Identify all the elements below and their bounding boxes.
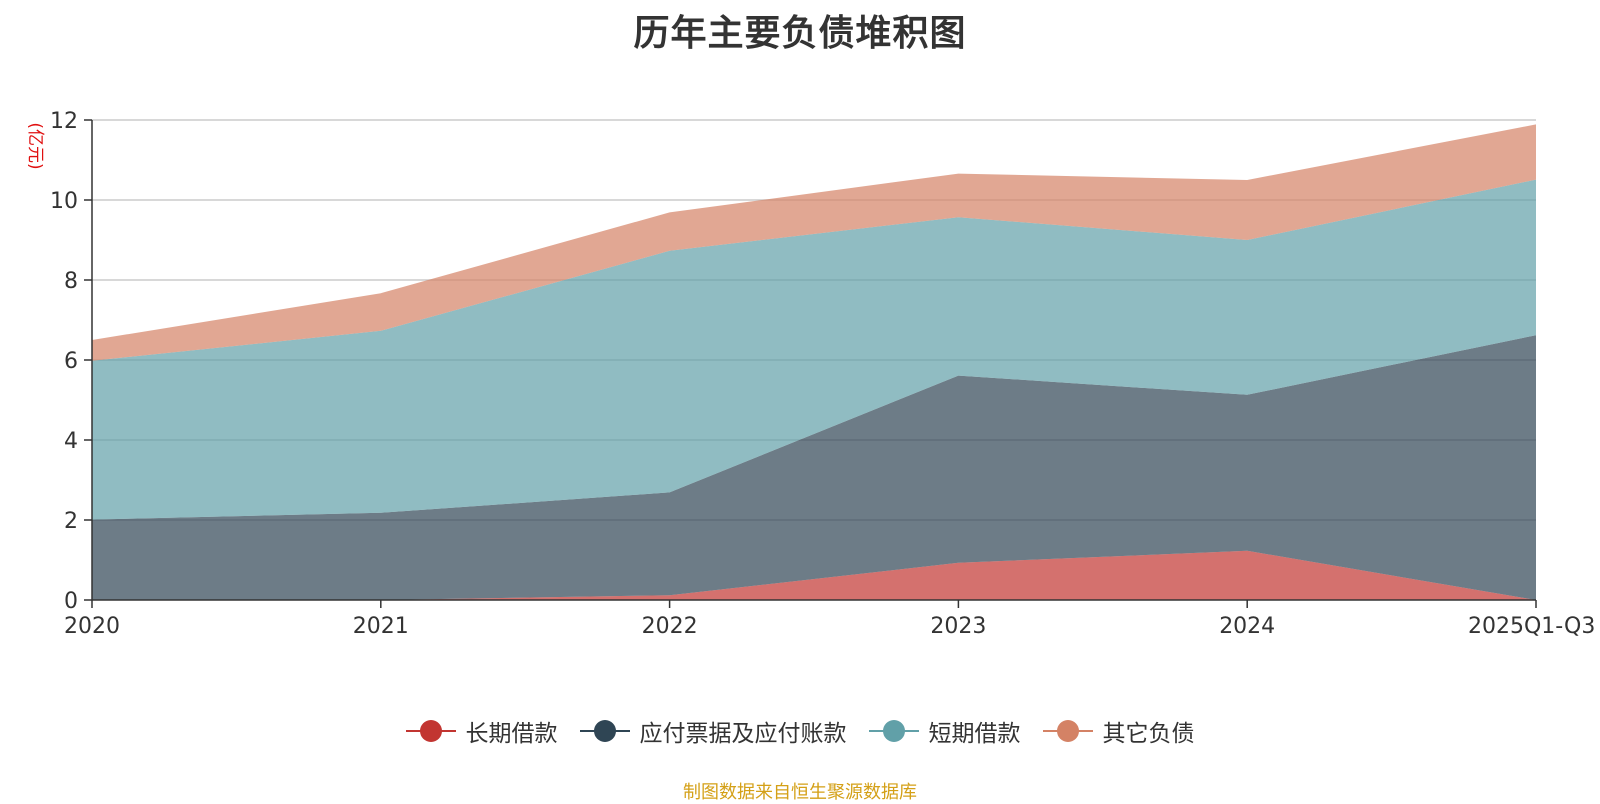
x-tick-label: 2022 <box>642 614 698 639</box>
legend-marker-dot <box>419 720 442 742</box>
area-series-3 <box>92 179 1536 520</box>
legend-marker-dot <box>1056 720 1079 742</box>
legend-item[interactable]: 长期借款 <box>405 714 558 748</box>
area-series-4 <box>92 124 1536 361</box>
legend-label: 长期借款 <box>465 721 558 747</box>
y-tick-label: 4 <box>64 429 78 454</box>
legend-marker-dot <box>593 720 616 742</box>
x-tick-label: 2023 <box>930 614 986 639</box>
chart-title: 历年主要负债堆积图 <box>633 13 967 54</box>
legend-item[interactable]: 其它负债 <box>1042 714 1195 748</box>
y-tick-label: 2 <box>64 509 78 534</box>
x-tick-label: 2021 <box>353 614 409 639</box>
area-series-1 <box>92 550 1536 600</box>
legend-marker-icon <box>405 720 456 742</box>
y-tick-label: 8 <box>64 269 78 294</box>
legend-item[interactable]: 短期借款 <box>868 714 1021 748</box>
area-series-2 <box>92 335 1536 600</box>
legend-item[interactable]: 应付票据及应付账款 <box>579 714 847 748</box>
legend-marker-icon <box>579 720 630 742</box>
source-footer: 制图数据来自恒生聚源数据库 <box>683 782 917 803</box>
legend-marker-icon <box>1042 720 1093 742</box>
y-axis-unit-label: (亿元) <box>25 122 45 169</box>
y-tick-label: 12 <box>50 109 78 134</box>
legend-label: 短期借款 <box>928 721 1021 747</box>
y-tick-label: 0 <box>64 589 78 614</box>
x-tick-label: 2024 <box>1219 614 1275 639</box>
axis-layer: 0 2 4 6 8 10 12(亿元) 2020 2021 2022 2023 2024 2025Q1-… <box>25 109 1595 639</box>
area-layer <box>92 124 1536 600</box>
x-tick-label: 2025Q1-Q3 <box>1468 614 1595 639</box>
legend-label: 应付票据及应付账款 <box>639 721 847 747</box>
legend-label: 其它负债 <box>1102 721 1195 747</box>
legend[interactable]: 长期借款 应付票据及应付账款 短期借款 其它负债 <box>0 714 1600 748</box>
legend-marker-dot <box>882 720 905 742</box>
y-tick-label: 10 <box>50 189 78 214</box>
legend-marker-icon <box>868 720 919 742</box>
x-tick-label: 2020 <box>64 614 120 639</box>
y-tick-label: 6 <box>64 349 78 374</box>
